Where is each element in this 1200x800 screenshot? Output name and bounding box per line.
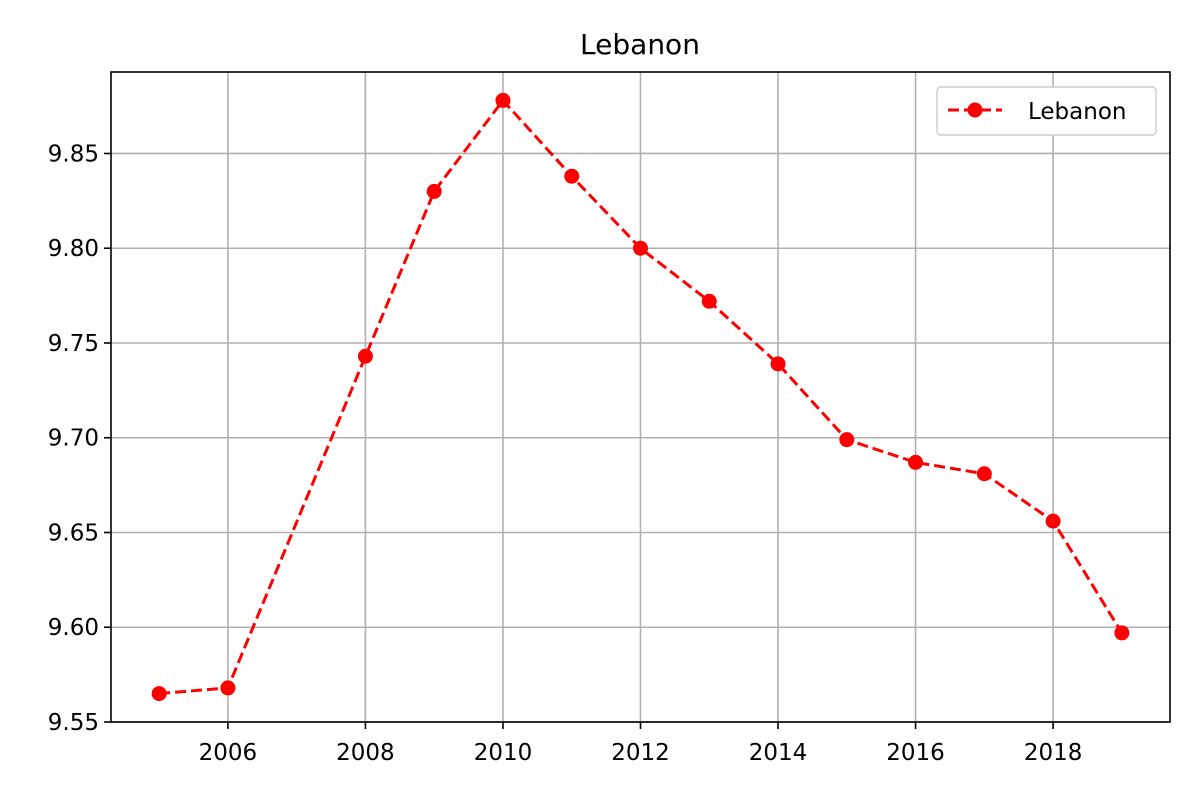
x-tick-label: 2008	[336, 740, 395, 766]
x-tick-label: 2010	[474, 740, 533, 766]
data-point	[1045, 513, 1061, 529]
data-point	[976, 466, 992, 482]
legend-label: Lebanon	[1028, 99, 1126, 125]
x-tick-label: 2016	[886, 740, 945, 766]
y-tick-label: 9.75	[48, 331, 99, 357]
legend-point-marker	[967, 102, 983, 118]
x-tick-label: 2006	[199, 740, 258, 766]
grid	[111, 72, 1170, 723]
data-point	[357, 348, 373, 364]
axis-ticks: 2006 2008 2010 2012 2014 2016 2018 9.55 9.60 9.65…	[48, 141, 1083, 766]
data-point	[633, 240, 648, 256]
legend-box	[936, 86, 1157, 136]
y-tick-label: 9.55	[48, 710, 99, 736]
data-point	[1114, 625, 1130, 641]
x-tick-label: 2012	[611, 740, 670, 766]
x-tick-label: 2018	[1024, 740, 1083, 766]
data-point	[770, 356, 786, 372]
x-tick-label: 2014	[749, 740, 808, 766]
series-line	[159, 98, 1124, 696]
chart-title: Lebanon	[580, 28, 700, 61]
data-point	[908, 454, 924, 470]
series-layer	[151, 92, 1130, 702]
y-tick-label: 9.85	[48, 141, 99, 167]
data-point	[701, 293, 717, 309]
data-point	[151, 686, 167, 702]
y-tick-label: 9.60	[48, 615, 99, 641]
y-tick-label: 9.65	[48, 520, 99, 546]
data-point	[426, 183, 442, 199]
data-point	[220, 680, 236, 696]
data-point	[839, 432, 855, 448]
data-point	[564, 168, 580, 184]
data-point	[495, 92, 511, 108]
y-tick-label: 9.70	[48, 426, 99, 452]
legend: Lebanon	[936, 86, 1157, 136]
y-tick-label: 9.80	[48, 236, 99, 262]
